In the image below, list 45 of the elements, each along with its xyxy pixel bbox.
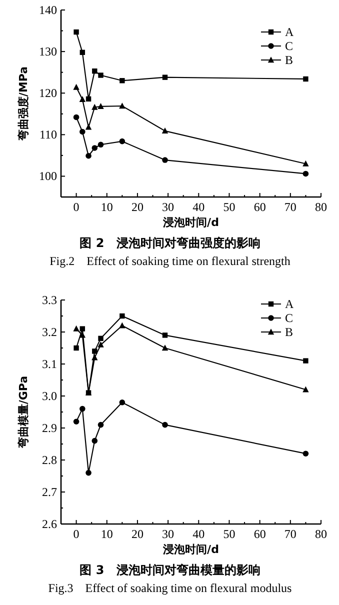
y-tick-label: 140	[39, 3, 57, 17]
y-axis-title: 弯曲模量/GPa	[17, 376, 30, 450]
x-tick-label: 30	[162, 527, 174, 541]
x-tick-label: 40	[192, 527, 205, 541]
legend-label: C	[285, 311, 294, 325]
x-tick-label: 20	[131, 527, 144, 541]
x-tick-label: 10	[100, 200, 113, 214]
y-tick-label: 120	[39, 86, 57, 100]
x-tick-label: 80	[315, 527, 327, 541]
x-tick-label: 50	[223, 527, 236, 541]
legend-label: A	[285, 297, 294, 311]
x-tick-label: 50	[223, 200, 236, 214]
text: Fig.3 Effect of soaking time on flexural modulus	[48, 581, 292, 595]
x-tick-label: 60	[254, 527, 266, 541]
y-tick-label: 2.6	[42, 517, 57, 531]
text: 图 3 浸泡时间对弯曲模量的影响	[80, 563, 260, 577]
y-tick-label: 2.8	[42, 453, 57, 467]
legend-label: B	[285, 53, 294, 67]
x-tick-label: 70	[284, 200, 296, 214]
y-tick-label: 2.7	[42, 485, 57, 499]
x-tick-label: 60	[254, 200, 266, 214]
x-tick-label: 70	[284, 527, 296, 541]
y-tick-label: 100	[39, 169, 57, 184]
y-tick-label: 110	[39, 128, 57, 142]
y-tick-label: 3.0	[42, 389, 57, 403]
y-tick-label: 2.9	[42, 421, 57, 435]
x-tick-label: 30	[162, 200, 174, 214]
y-tick-label: 3.1	[42, 357, 57, 371]
y-tick-label: 3.2	[42, 325, 57, 339]
legend-label: A	[285, 25, 294, 39]
legend-label: B	[285, 325, 294, 339]
x-tick-label: 0	[73, 200, 80, 214]
y-tick-label: 130	[39, 44, 57, 59]
x-tick-label: 80	[315, 200, 327, 214]
x-tick-label: 40	[192, 200, 205, 214]
x-axis-title: 浸泡时间/d	[162, 216, 219, 229]
y-tick-label: 3.3	[42, 293, 57, 307]
y-axis-title: 弯曲强度/MPa	[17, 66, 30, 142]
text: Fig.2 Effect of soaking time on flexural strength	[50, 254, 290, 268]
x-tick-label: 20	[131, 200, 144, 214]
legend-label: C	[285, 39, 294, 53]
x-axis-title: 浸泡时间/d	[162, 543, 219, 556]
x-tick-label: 0	[73, 527, 80, 541]
text: 图 2 浸泡时间对弯曲强度的影响	[80, 236, 260, 250]
x-tick-label: 10	[100, 527, 113, 541]
